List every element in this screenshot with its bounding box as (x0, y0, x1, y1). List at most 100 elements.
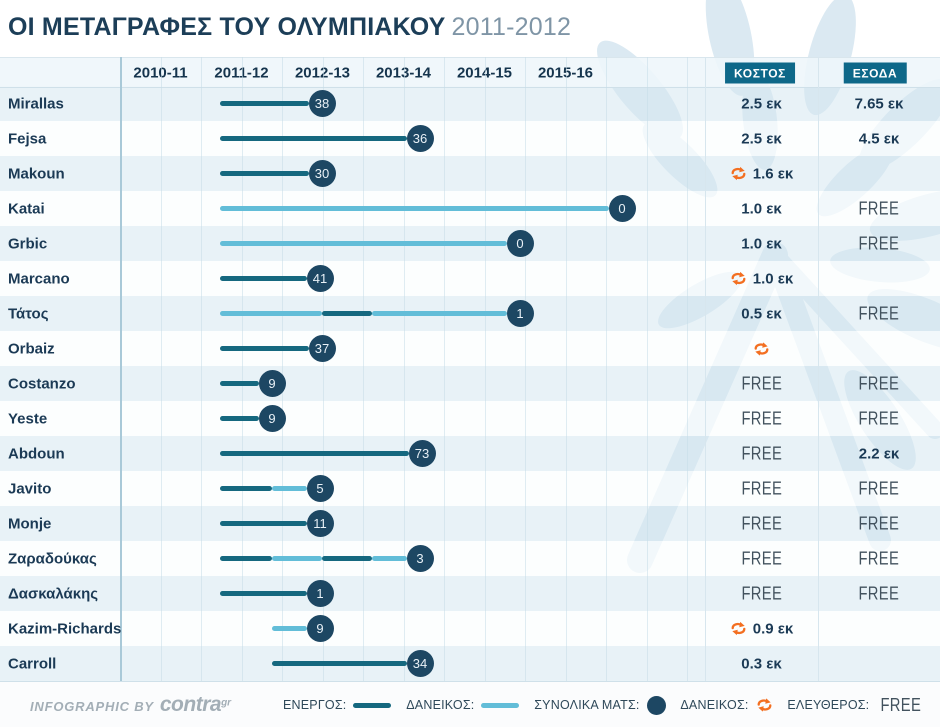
credit-prefix: INFOGRAPHIC BY (30, 699, 154, 714)
matches-marker: 1 (506, 300, 534, 327)
matches-marker: 41 (306, 265, 334, 292)
grid-line (322, 57, 324, 681)
active-bar-segment (220, 346, 309, 351)
revenue-cell: FREE (818, 513, 940, 534)
player-name: Abdoun (8, 445, 65, 462)
matches-marker: 3 (406, 545, 434, 572)
revenue-cell: FREE (818, 548, 940, 569)
player-name: Τάτος (8, 305, 49, 322)
matches-marker: 11 (306, 510, 334, 537)
row-background (0, 121, 940, 156)
cost-cell: 0.9 εκ (705, 620, 818, 637)
cost-value: 1.0 εκ (752, 270, 794, 287)
cost-value: FREE (741, 548, 782, 568)
revenue-value: FREE (858, 513, 900, 533)
active-bar-segment (220, 381, 259, 386)
cost-value: 0.3 εκ (741, 655, 782, 672)
grid-line (160, 57, 162, 681)
grid-line (525, 57, 526, 681)
cost-value: 1.0 εκ (741, 235, 782, 252)
active-bar-segment (220, 521, 307, 526)
label-divider-line (120, 57, 122, 681)
cost-cell: FREE (705, 583, 818, 604)
matches-circle-swatch (646, 695, 666, 715)
grid-line (444, 57, 445, 681)
loan-arrows-icon (753, 341, 770, 356)
grid-line (606, 57, 607, 681)
loan-bar-segment (372, 556, 407, 561)
grid-line (646, 57, 648, 681)
cost-cell: 1.0 εκ (705, 270, 818, 287)
active-bar-segment (220, 451, 409, 456)
legend-label: ΔΑΝΕΙΚΟΣ: (680, 698, 749, 712)
legend-item: ΕΝΕΡΓΟΣ: (283, 698, 392, 712)
cost-cell: FREE (705, 408, 818, 429)
active-bar-segment (322, 311, 372, 316)
player-name: Javito (8, 480, 52, 497)
grid-line (282, 57, 283, 681)
player-name: Makoun (8, 165, 65, 182)
cost-cell: 2.5 εκ (705, 95, 818, 112)
player-name: Yeste (8, 410, 48, 427)
player-name: Kazim-Richards (8, 620, 122, 637)
footer: INFOGRAPHIC BY contragr ΕΝΕΡΓΟΣ: ΔΑΝΕΙΚΟΣ:… (0, 681, 940, 727)
matches-marker: 30 (308, 160, 336, 187)
revenue-cell: FREE (818, 198, 940, 219)
active-bar-segment (220, 591, 307, 596)
cost-cell: FREE (705, 548, 818, 569)
legend-label: ΣΥΝΟΛΙΚΑ ΜΑΤΣ: (534, 698, 640, 712)
cost-cell (705, 341, 818, 356)
active-bar-segment (220, 276, 307, 281)
row-background (0, 506, 940, 541)
grid-line (363, 57, 364, 681)
grid-line (565, 57, 567, 681)
page-title: ΟΙ ΜΕΤΑΓΡΑΦΕΣ ΤΟΥ ΟΛΥΜΠΙΑΚΟΥ 2011-2012 (8, 13, 571, 42)
row-background (0, 576, 940, 611)
matches-marker: 37 (308, 335, 336, 362)
player-name: Δασκαλάκης (8, 585, 99, 602)
loan-bar-segment (220, 206, 609, 211)
player-name: Marcano (8, 270, 70, 287)
cost-cell: 1.0 εκ (705, 200, 818, 217)
revenue-cell: FREE (818, 373, 940, 394)
row-background (0, 366, 940, 401)
loan-bar-segment (272, 626, 307, 631)
matches-marker: 1 (306, 580, 334, 607)
revenue-value: FREE (858, 233, 900, 253)
revenue-value: FREE (858, 583, 900, 603)
active-line-swatch (353, 702, 392, 708)
matches-marker: 5 (306, 475, 334, 502)
row-background (0, 646, 940, 681)
loan-bar-segment (220, 241, 507, 246)
column-header-row: 2010-11 2011-12 2012-13 2013-14 2014-15 2015-… (0, 57, 940, 88)
revenue-value: FREE (858, 373, 900, 393)
cost-value: 0.9 εκ (752, 620, 794, 637)
player-name: Monje (8, 515, 52, 532)
legend-label: ΔΑΝΕΙΚΟΣ: (406, 698, 475, 712)
row-background (0, 86, 940, 121)
row-background (0, 331, 940, 366)
row-background (0, 401, 940, 436)
cost-cell: FREE (705, 478, 818, 499)
contra-logo-sup: gr (221, 697, 232, 709)
revenue-cell: FREE (818, 303, 940, 324)
cost-value: FREE (741, 513, 782, 533)
revenue-value: 2.2 εκ (858, 445, 900, 462)
cost-divider-line (705, 57, 706, 681)
grid-line (201, 57, 202, 681)
cost-cell: 1.0 εκ (705, 235, 818, 252)
cost-value: 2.5 εκ (741, 130, 782, 147)
cost-value: 1.0 εκ (741, 200, 782, 217)
row-background (0, 261, 940, 296)
cost-cell: FREE (705, 513, 818, 534)
revenue-cell: FREE (818, 408, 940, 429)
page-title-period: 2011-2012 (451, 13, 572, 41)
revenue-cell: FREE (818, 478, 940, 499)
revenue-cell: 7.65 εκ (818, 95, 940, 112)
revenue-cell: 2.2 εκ (818, 445, 940, 462)
loan-bar-segment (372, 311, 507, 316)
revenue-value: FREE (858, 198, 900, 218)
cost-value: 2.5 εκ (741, 95, 782, 112)
revenue-value: 4.5 εκ (858, 130, 900, 147)
